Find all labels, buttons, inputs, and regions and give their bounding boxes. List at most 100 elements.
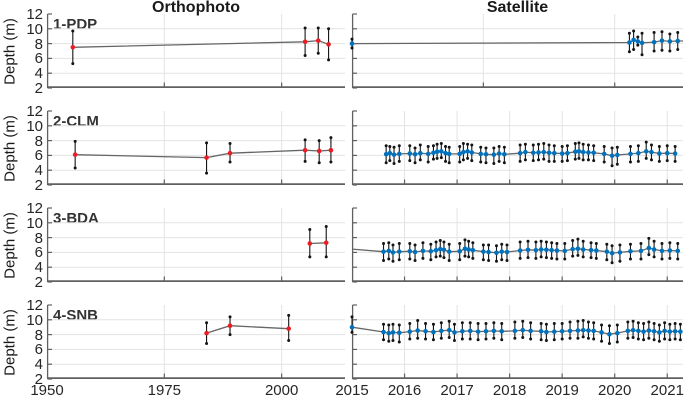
sat-data-point xyxy=(491,328,497,334)
sat-data-point xyxy=(446,151,452,157)
sat-data-point xyxy=(544,329,549,335)
sat-data-point xyxy=(387,150,393,156)
sat-data-point xyxy=(636,150,641,156)
panel-label: 1-PDP xyxy=(53,16,98,33)
y-tick-label: 4 xyxy=(34,259,43,277)
ortho-data-point xyxy=(302,39,308,45)
x-tick-label: 2019 xyxy=(545,382,579,399)
y-tick-label: 6 xyxy=(34,341,43,359)
sat-data-point xyxy=(575,246,581,251)
x-tick-label: 1975 xyxy=(147,382,181,399)
sat-data-point xyxy=(625,328,631,334)
ortho-data-point xyxy=(302,147,308,153)
sat-data-point xyxy=(441,247,447,253)
sat-data-point xyxy=(536,150,541,155)
y-tick-label: 2 xyxy=(34,80,43,97)
sat-data-point xyxy=(554,248,560,253)
sat-data-point xyxy=(551,150,557,156)
sat-data-point xyxy=(504,249,510,255)
sat-data-point xyxy=(641,329,646,334)
sat-data-point xyxy=(407,329,413,334)
sat-data-point xyxy=(638,248,644,254)
sat-data-point xyxy=(586,150,591,155)
sat-data-point xyxy=(662,328,667,334)
chart-panel-1-pdp-ortho xyxy=(46,13,345,89)
sat-data-point xyxy=(565,150,570,156)
sat-data-point xyxy=(520,327,526,333)
sat-data-point xyxy=(627,40,632,45)
x-tick-label: 2015 xyxy=(335,382,369,399)
sat-data-point xyxy=(562,248,568,254)
sat-data-point xyxy=(572,149,578,154)
sat-data-point xyxy=(551,329,557,334)
panel-label: 2-CLM xyxy=(53,113,99,130)
sat-data-point xyxy=(541,149,547,155)
sat-data-point xyxy=(423,328,428,334)
ortho-data-point xyxy=(70,45,76,50)
y-tick-label: 8 xyxy=(34,326,43,344)
sat-data-point xyxy=(580,247,586,252)
sat-data-point xyxy=(538,247,544,252)
sat-data-point xyxy=(530,150,536,156)
sat-data-point xyxy=(651,39,657,45)
sat-data-point xyxy=(630,327,636,333)
sat-data-point xyxy=(460,328,465,334)
x-tick-label: 1950 xyxy=(30,382,64,399)
y-tick-label: 12 xyxy=(26,297,43,314)
y-tick-label: 10 xyxy=(26,311,43,329)
sat-data-point xyxy=(672,151,678,156)
sat-data-point xyxy=(615,152,620,158)
sat-data-point xyxy=(664,150,670,156)
sat-data-point xyxy=(657,151,662,156)
ortho-data-point xyxy=(204,330,209,336)
sat-data-point xyxy=(391,152,397,157)
ortho-data-point xyxy=(316,148,322,154)
sat-data-point xyxy=(349,41,355,46)
trend-line xyxy=(206,325,289,334)
sat-data-point xyxy=(483,328,489,334)
y-tick-label: 10 xyxy=(26,117,43,135)
x-tick-label: 2020 xyxy=(598,382,632,399)
sat-data-point xyxy=(651,328,657,334)
chart-panel-2-clm-sat xyxy=(351,110,683,186)
sat-data-point xyxy=(546,150,552,156)
sat-data-point xyxy=(396,151,402,157)
sat-data-point xyxy=(457,151,463,157)
sat-data-point xyxy=(609,250,615,256)
y-tick-label: 8 xyxy=(34,35,43,53)
sat-data-point xyxy=(457,248,463,254)
sat-data-point xyxy=(407,151,413,156)
sat-data-point xyxy=(635,39,641,44)
column-title-satellite: Satellite xyxy=(486,0,549,16)
sat-data-point xyxy=(433,247,439,253)
sat-data-point xyxy=(528,328,533,334)
sat-data-point xyxy=(494,250,499,256)
sat-data-point xyxy=(390,330,396,335)
chart-panel-2-clm-ortho xyxy=(46,110,345,186)
ortho-data-point xyxy=(323,240,329,246)
sat-data-point xyxy=(675,248,681,254)
sat-data-point xyxy=(580,327,586,333)
trend-line xyxy=(75,149,331,159)
sat-data-point xyxy=(646,245,652,251)
trend-line xyxy=(72,39,329,48)
sat-data-point xyxy=(415,328,420,333)
x-tick-label: 2021 xyxy=(650,382,684,399)
sat-data-point xyxy=(461,149,466,155)
sat-data-point xyxy=(615,330,620,336)
chart-panel-3-bda-ortho xyxy=(46,207,345,283)
sat-data-point xyxy=(659,248,665,254)
ortho-data-point xyxy=(286,326,291,331)
y-tick-label: 12 xyxy=(26,103,43,120)
sat-data-point xyxy=(381,249,386,254)
sat-data-point xyxy=(475,329,481,334)
sat-data-point xyxy=(420,248,426,254)
panel-label: 3-BDA xyxy=(53,210,99,227)
trend-line xyxy=(351,39,683,45)
sat-data-point xyxy=(651,247,657,252)
sat-data-point xyxy=(649,149,654,155)
chart-panel-1-pdp-sat xyxy=(349,13,683,89)
sat-data-point xyxy=(469,150,475,155)
sat-data-point xyxy=(544,247,549,253)
y-tick-label: 8 xyxy=(34,132,43,150)
